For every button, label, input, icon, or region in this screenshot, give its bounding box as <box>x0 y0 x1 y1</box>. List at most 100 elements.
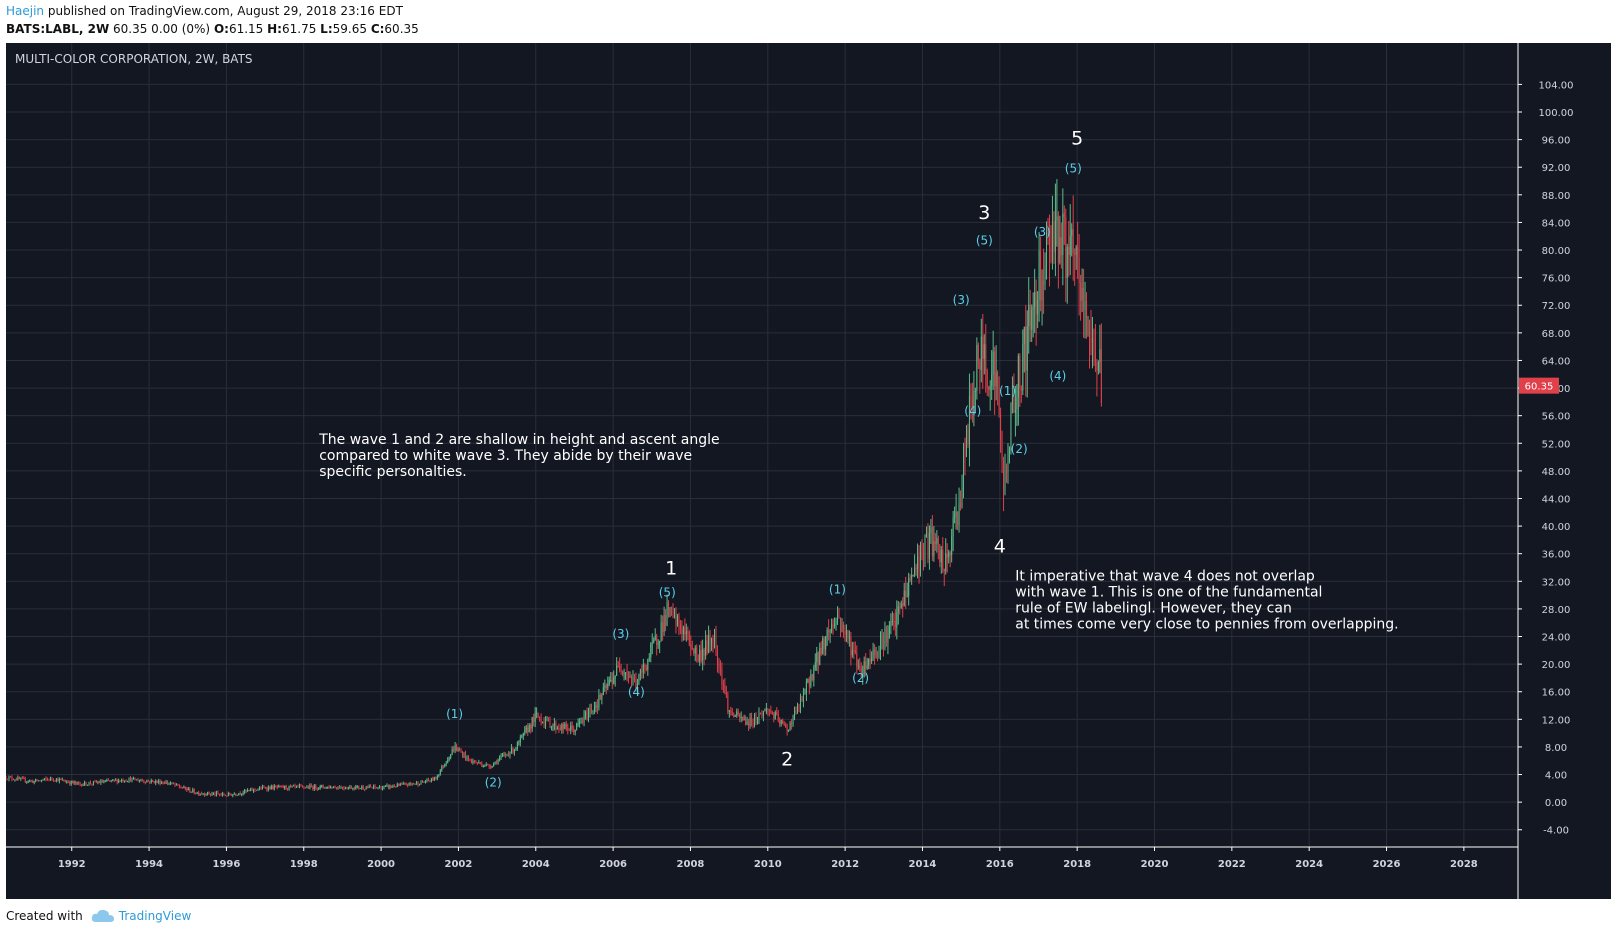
candle-body <box>675 612 677 626</box>
candle-body <box>337 787 339 789</box>
candle-body <box>552 725 554 727</box>
candle-body <box>994 351 996 387</box>
candle-body <box>251 788 253 791</box>
candle-body <box>1096 362 1098 371</box>
candle-body <box>925 532 927 538</box>
candle-body <box>605 685 607 689</box>
candle-body <box>834 623 836 627</box>
candle-body <box>373 785 375 788</box>
time-tick-label: 2024 <box>1295 859 1323 870</box>
candle-body <box>847 630 849 638</box>
candle-body <box>589 709 591 713</box>
candle-body <box>352 787 354 789</box>
candle-body <box>997 372 999 388</box>
price-tick-label: -4.00 <box>1543 826 1569 837</box>
tradingview-link[interactable]: TradingView <box>118 909 192 923</box>
candle-body <box>651 642 653 644</box>
candle-body <box>797 705 799 712</box>
candle-body <box>341 786 343 788</box>
candle-body <box>358 785 360 789</box>
candle-body <box>676 615 678 626</box>
price-tick-label: 4.00 <box>1545 771 1567 782</box>
candle-body <box>577 723 579 725</box>
candle-body <box>682 627 684 634</box>
candle-body <box>543 721 545 725</box>
major-wave-label: 3 <box>978 202 990 224</box>
candle-body <box>164 782 166 784</box>
candle-body <box>494 761 496 764</box>
candle-body <box>204 793 206 796</box>
candle-body <box>666 602 668 626</box>
candle-body <box>267 786 269 790</box>
candle-body <box>264 787 266 789</box>
candle-body <box>374 785 376 788</box>
candle-body <box>73 781 75 783</box>
candle-body <box>1022 344 1024 391</box>
candle-body <box>1046 224 1048 266</box>
candle-body <box>238 793 240 795</box>
price-tick-label: 8.00 <box>1545 743 1567 754</box>
candle-body <box>1026 325 1028 371</box>
candle-body <box>6 778 8 780</box>
candle-body <box>248 790 250 792</box>
candle-body <box>272 785 274 790</box>
candle-body <box>300 785 302 787</box>
candle-body <box>977 344 979 362</box>
candle-body <box>779 720 781 724</box>
candle-body <box>521 735 523 738</box>
candle-body <box>703 649 705 656</box>
candle-body <box>66 781 68 783</box>
candle-body <box>515 748 517 750</box>
candle-body <box>6 777 7 779</box>
candle-body <box>854 650 856 653</box>
candle-body <box>140 780 142 782</box>
grid-lines <box>6 43 1518 847</box>
candle-body <box>946 553 948 558</box>
candle-body <box>457 748 459 751</box>
candle-body <box>1041 280 1043 301</box>
price-tick-label: 24.00 <box>1542 633 1571 644</box>
candle-body <box>395 786 397 788</box>
candle-body <box>263 786 265 788</box>
candle-body <box>370 785 372 788</box>
candle-body <box>414 783 416 785</box>
candle-body <box>155 780 157 784</box>
candle-body <box>949 552 951 556</box>
candle-body <box>190 791 192 793</box>
price-axis[interactable]: 104.00 100.00 96.00 92.00 88.00 84.00 80.00 76.… <box>1518 80 1574 837</box>
candle-body <box>875 653 877 655</box>
candle-body <box>419 784 421 786</box>
candle-body <box>189 788 191 792</box>
candle-body <box>473 760 475 762</box>
candle-body <box>1010 404 1012 451</box>
candle-body <box>598 694 600 708</box>
candle-body <box>165 781 167 784</box>
annotation-line: compared to white wave 3. They abide by … <box>319 448 692 464</box>
candle-body <box>752 723 754 725</box>
price-chart[interactable]: 104.00 100.00 96.00 92.00 88.00 84.00 80.00 76.… <box>6 43 1611 899</box>
candle-body <box>644 664 646 668</box>
author-link[interactable]: Haejin <box>6 4 45 18</box>
candle-body <box>506 754 508 756</box>
candle-body <box>98 782 100 784</box>
candle-body <box>304 787 306 789</box>
candle-body <box>736 711 738 716</box>
open-value: 61.15 <box>228 22 264 36</box>
candle-body <box>239 793 241 795</box>
publish-line: Haejin published on TradingView.com, Aug… <box>6 4 403 18</box>
candle-body <box>963 455 965 488</box>
candle-body <box>441 766 443 771</box>
candle-body <box>368 785 370 788</box>
candle-body <box>1025 326 1027 371</box>
candle-body <box>168 783 170 785</box>
candle-body <box>69 782 71 785</box>
candle-body <box>983 344 985 359</box>
candle-body <box>359 788 361 790</box>
time-axis[interactable]: 1992 1994 1996 1998 2000 2002 2004 2006 2008 2010… <box>58 847 1478 870</box>
candle-body <box>662 622 664 632</box>
candle-body <box>645 667 647 670</box>
candle-body <box>91 783 93 785</box>
candle-body <box>1099 349 1101 362</box>
candle-body <box>223 793 225 796</box>
candle-body <box>58 779 60 782</box>
